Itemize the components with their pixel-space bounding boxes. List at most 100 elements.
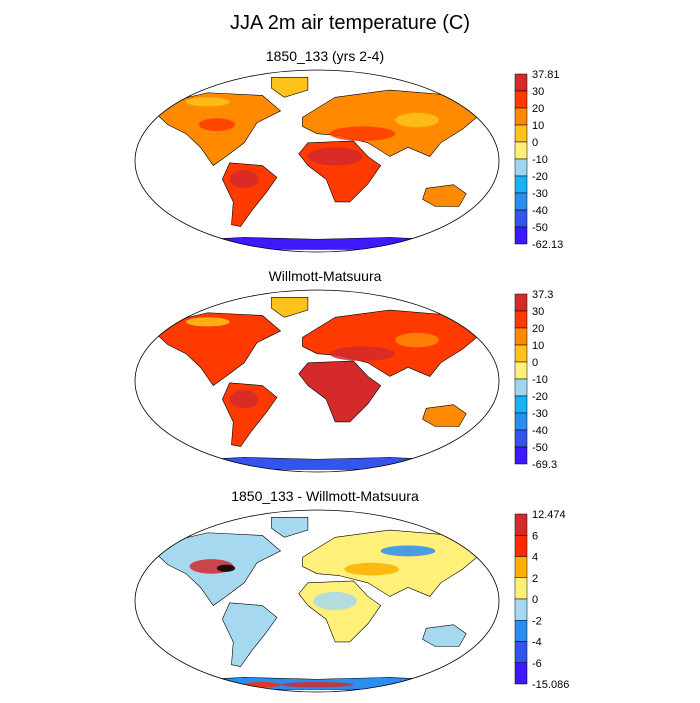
colorbar-label: 10 xyxy=(532,120,544,132)
field-anomaly-5 xyxy=(185,97,230,107)
colorbar-label: 0 xyxy=(532,137,538,149)
colorbar-label: -10 xyxy=(532,154,548,166)
colorbar-label: -50 xyxy=(532,442,548,454)
colorbar-label: -40 xyxy=(532,205,548,217)
field-anomaly-2 xyxy=(307,147,363,166)
colorbar-segment xyxy=(514,412,528,431)
colorbar-segment xyxy=(514,141,528,160)
field-anomaly-0 xyxy=(198,118,236,131)
colorbar-label: -69.3 xyxy=(532,459,557,471)
colorbar-label: 20 xyxy=(532,103,544,115)
colorbar-segment xyxy=(514,310,528,329)
colorbar-label: 2 xyxy=(532,573,538,585)
continent-eurasia xyxy=(302,309,485,377)
colorbar-label: 30 xyxy=(532,86,544,98)
colorbar-segment xyxy=(514,209,528,228)
field-anomaly-3 xyxy=(313,591,358,611)
colorbar-label: 0 xyxy=(532,594,538,606)
map-border xyxy=(134,289,500,473)
colorbar-segment xyxy=(514,293,528,312)
field-anomaly-3 xyxy=(229,390,259,409)
colorbar-label: 6 xyxy=(532,530,538,542)
colorbar-segment xyxy=(514,662,528,685)
map-panel-3: 1850_133 - Willmott-Matsuura 12.474 6 4 2 0 -2… xyxy=(0,488,700,703)
colorbar-label: -30 xyxy=(532,188,548,200)
colorbar-segment xyxy=(514,107,528,126)
map-panel-2: Willmott-Matsuura 37.3 30 20 10 0 -10 -20 -30 -40… xyxy=(0,268,700,483)
continent-africa xyxy=(298,580,382,643)
colorbar-label: -10 xyxy=(532,374,548,386)
colorbar-label: -15.086 xyxy=(532,679,569,691)
colorbar-segment xyxy=(514,344,528,363)
colorbar-segment xyxy=(514,158,528,177)
colorbar-segment xyxy=(514,620,528,642)
continent-greenland xyxy=(271,296,309,318)
continent-australia xyxy=(422,184,467,207)
field-anomaly-5 xyxy=(380,545,436,557)
figure-title: JJA 2m air temperature (C) xyxy=(229,12,471,34)
field-anomaly-1 xyxy=(216,564,236,572)
map-field xyxy=(152,76,485,250)
field-anomaly-5 xyxy=(185,317,230,327)
field-anomaly-4 xyxy=(395,112,439,128)
field-anomaly-0 xyxy=(198,338,236,351)
field-anomaly-3 xyxy=(229,170,259,189)
colorbar-segment xyxy=(514,395,528,414)
field-anomaly-1 xyxy=(329,346,396,361)
colorbar-label: 30 xyxy=(532,306,544,318)
continent-australia xyxy=(422,404,467,427)
colorbar-label: 37.81 xyxy=(532,69,560,81)
colorbar-segment xyxy=(514,124,528,143)
colorbar-segment xyxy=(514,577,528,600)
colorbar-segment xyxy=(514,429,528,448)
panel-title: 1850_133 - Willmott-Matsuura xyxy=(231,488,419,504)
map-border xyxy=(134,69,500,253)
colorbar-segment xyxy=(514,90,528,109)
colorbar-segment xyxy=(514,641,528,663)
map-border xyxy=(134,509,500,693)
colorbar-label: -20 xyxy=(532,171,548,183)
colorbar-label: 0 xyxy=(532,357,538,369)
map-field xyxy=(152,516,485,690)
field-anomaly-4 xyxy=(395,332,439,348)
colorbar-label: 4 xyxy=(532,552,538,564)
colorbar-label: 10 xyxy=(532,340,544,352)
colorbar-segment xyxy=(514,556,528,578)
field-anomaly-6 xyxy=(171,546,208,556)
colorbar-segment xyxy=(514,73,528,92)
continent-greenland xyxy=(271,516,309,538)
colorbar-segment xyxy=(514,446,528,465)
continent-eurasia xyxy=(302,529,485,597)
colorbar-segment xyxy=(514,327,528,346)
colorbar-segment xyxy=(514,535,528,557)
field-anomaly-4 xyxy=(233,617,256,640)
colorbar-segment xyxy=(514,598,528,621)
field-anomaly-8 xyxy=(244,681,281,688)
colorbar-segment xyxy=(514,378,528,397)
continent-antarctica xyxy=(171,457,463,470)
continent-australia xyxy=(422,624,467,647)
panel-title: Willmott-Matsuura xyxy=(268,268,382,284)
colorbar-segment xyxy=(514,513,528,536)
colorbar-segment xyxy=(514,361,528,380)
continent-antarctica xyxy=(171,237,463,250)
colorbar-label: -4 xyxy=(532,637,542,649)
field-anomaly-2 xyxy=(344,562,399,576)
colorbar-segment xyxy=(514,175,528,194)
colorbar-label: -30 xyxy=(532,408,548,420)
colorbar-label: -40 xyxy=(532,425,548,437)
map-field xyxy=(152,296,485,470)
colorbar-segment xyxy=(514,226,528,245)
panel-title: 1850_133 (yrs 2-4) xyxy=(265,48,385,64)
continent-greenland xyxy=(271,76,309,98)
map-svg: 37.3 30 20 10 0 -10 -20 -30 -40 -50 -69.3 xyxy=(134,289,557,473)
field-anomaly-2 xyxy=(307,367,363,386)
map-svg: 37.81 30 20 10 0 -10 -20 -30 -40 -50 -62.13 xyxy=(134,69,563,253)
colorbar-label: -50 xyxy=(532,222,548,234)
colorbar-label: -2 xyxy=(532,615,542,627)
map-svg: 12.474 6 4 2 0 -2 -4 -6 -15.086 xyxy=(134,509,569,693)
colorbar-label: -6 xyxy=(532,658,542,670)
field-anomaly-1 xyxy=(329,126,396,141)
continent-eurasia xyxy=(302,89,485,157)
colorbar-segment xyxy=(514,192,528,211)
